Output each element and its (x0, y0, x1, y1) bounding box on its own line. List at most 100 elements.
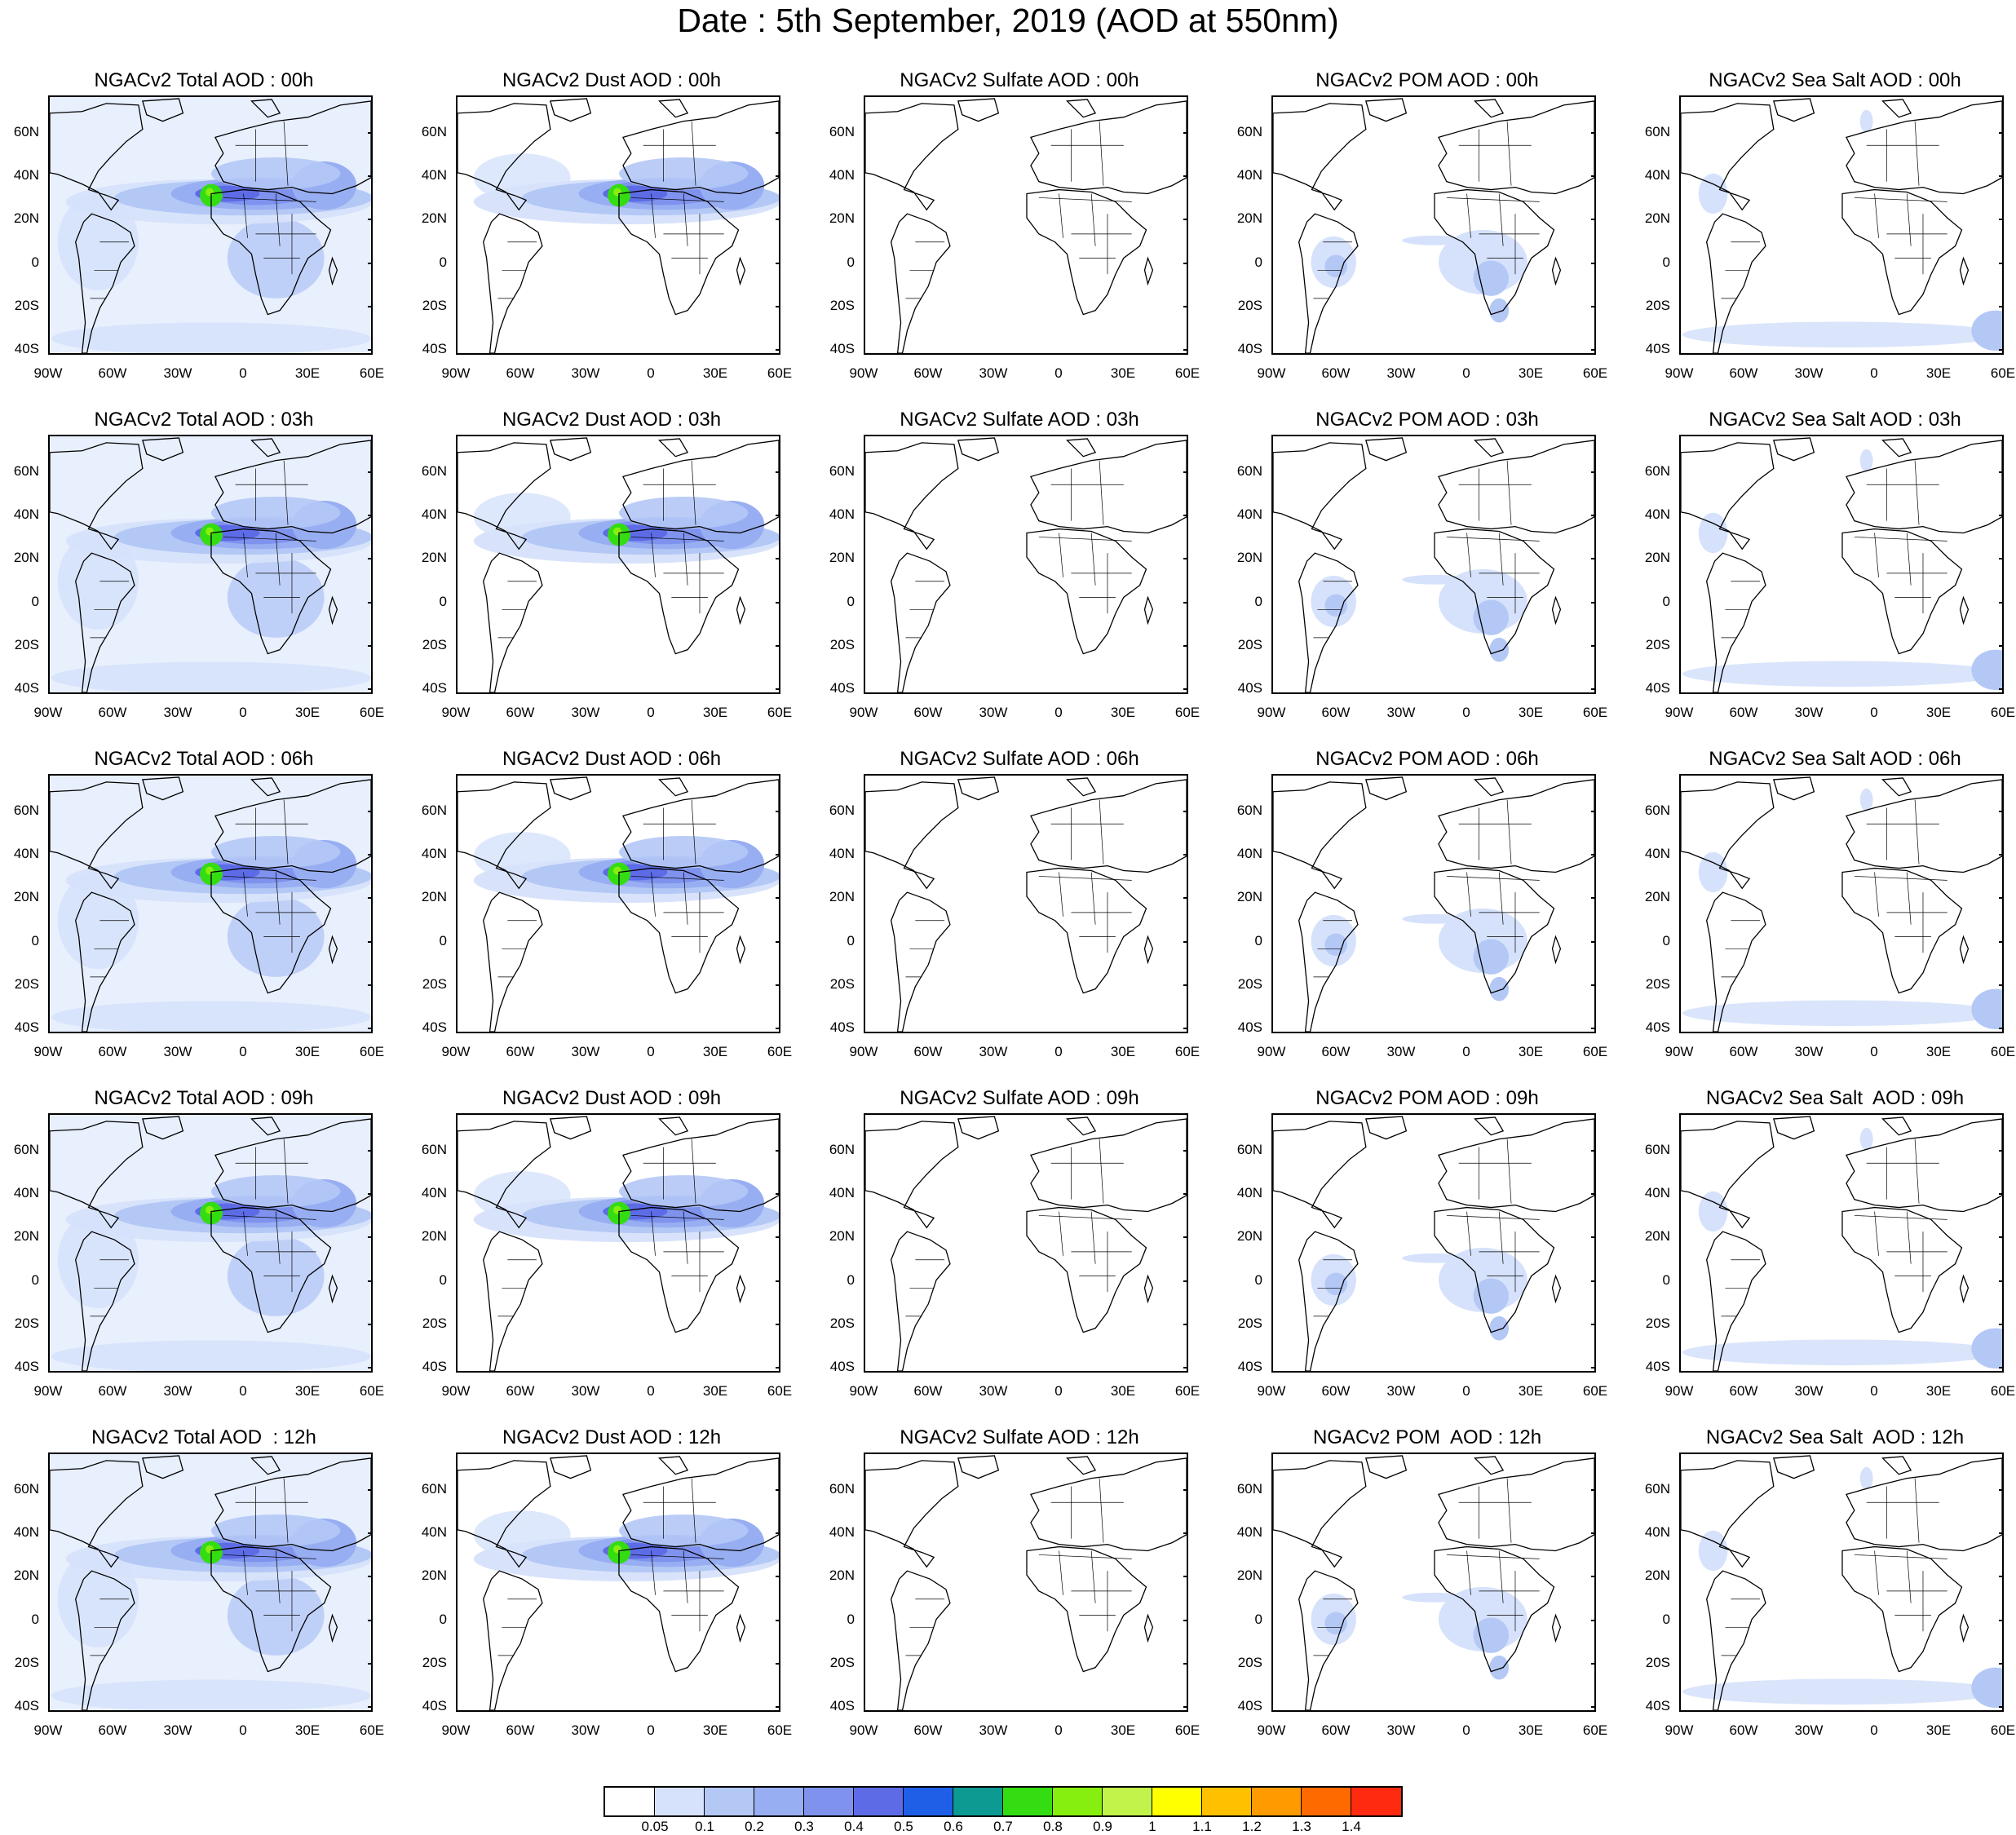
map-panel: NGACv2 Sulfate AOD : 03h 60N 40N 20N 0 20S 40S… (816, 409, 1223, 748)
longitude-label: 0 (1462, 365, 1470, 381)
aod-map (864, 774, 1188, 1033)
map-panel: NGACv2 Sea Salt AOD : 09h 60N 40N 20N 0 20S 40… (1631, 1087, 2016, 1426)
latitude-label: 40S (422, 1019, 447, 1035)
map-panel: NGACv2 Dust AOD : 12h 60N 40N 20N 0 20S 40S 90W… (408, 1426, 816, 1766)
longitude-label: 90W (1257, 705, 1286, 720)
longitude-label: 90W (1257, 1383, 1286, 1399)
latitude-tick (776, 1663, 780, 1665)
latitude-tick (1999, 1576, 2004, 1577)
latitude-tick (1591, 1028, 1596, 1029)
longitude-label: 30W (163, 365, 192, 381)
latitude-tick (368, 515, 373, 516)
latitude-tick (1183, 132, 1188, 134)
latitude-tick (1591, 1150, 1596, 1152)
longitude-label: 30E (1110, 1383, 1136, 1399)
longitude-label: 30E (702, 365, 728, 381)
latitude-tick (1591, 897, 1596, 899)
latitude-label: 40S (1237, 1698, 1262, 1713)
longitude-label: 30W (571, 1044, 600, 1059)
colorbar-label: 1.4 (1342, 1819, 1361, 1834)
latitude-label: 20N (829, 1567, 855, 1583)
map-panel: NGACv2 Total AOD : 09h 60N 40N 20N 0 20S 40S 90… (0, 1087, 408, 1426)
colorbar-swatch (1202, 1788, 1252, 1815)
longitude-label: 60W (98, 1722, 127, 1738)
latitude-label: 60N (421, 124, 447, 139)
panel-title: NGACv2 Sulfate AOD : 00h (900, 69, 1139, 91)
longitude-label: 0 (1870, 1044, 1878, 1059)
latitude-label: 0 (1662, 933, 1670, 948)
latitude-tick (1183, 811, 1188, 812)
longitude-label: 30E (1518, 1044, 1544, 1059)
latitude-tick (776, 1620, 780, 1621)
map-panel: NGACv2 Sea Salt AOD : 12h 60N 40N 20N 0 20S 40… (1631, 1426, 2016, 1766)
latitude-tick (1591, 175, 1596, 177)
latitude-tick (368, 1489, 373, 1491)
latitude-tick (368, 602, 373, 604)
latitude-label: 40N (829, 846, 855, 861)
longitude-label: 60E (1582, 1044, 1608, 1059)
latitude-tick (1183, 471, 1188, 473)
longitude-label: 90W (441, 1383, 471, 1399)
latitude-tick (1591, 1620, 1596, 1621)
longitude-label: 0 (647, 1383, 655, 1399)
longitude-label: 30W (1386, 705, 1416, 720)
map-panel: NGACv2 POM AOD : 06h 60N 40N 20N 0 20S 40S 90W 6… (1223, 748, 1631, 1087)
aod-map (1271, 95, 1596, 355)
latitude-tick (1183, 1663, 1188, 1665)
longitude-label: 90W (849, 705, 878, 720)
longitude-label: 0 (1870, 1722, 1878, 1738)
latitude-tick (1183, 175, 1188, 177)
latitude-label: 20N (421, 1228, 447, 1244)
longitude-label: 60E (359, 1722, 385, 1738)
colorbar (603, 1786, 1403, 1817)
aod-map (1271, 774, 1596, 1033)
latitude-label: 40S (422, 1698, 447, 1713)
latitude-label: 0 (847, 933, 855, 948)
map-panel: NGACv2 Sea Salt AOD : 03h 60N 40N 20N 0 20S 40… (1631, 409, 2016, 748)
latitude-tick (1591, 854, 1596, 856)
latitude-label: 60N (1644, 463, 1670, 479)
latitude-tick (776, 897, 780, 899)
colorbar-label: 0.7 (993, 1819, 1013, 1834)
latitude-label: 20N (1644, 550, 1670, 565)
latitude-tick (776, 688, 780, 690)
latitude-tick (368, 688, 373, 690)
latitude-label: 0 (847, 1612, 855, 1627)
longitude-label: 60E (1990, 1383, 2016, 1399)
longitude-label: 0 (1462, 1044, 1470, 1059)
latitude-label: 20S (14, 976, 39, 992)
latitude-label: 40N (1236, 506, 1262, 522)
longitude-label: 60W (1729, 705, 1758, 720)
latitude-tick (776, 219, 780, 220)
latitude-tick (368, 349, 373, 351)
panel-title: NGACv2 Dust AOD : 09h (502, 1087, 722, 1109)
latitude-label: 60N (829, 1481, 855, 1497)
longitude-label: 60W (506, 1044, 535, 1059)
longitude-label: 30E (294, 365, 321, 381)
longitude-label: 30E (1518, 1722, 1544, 1738)
map-panel: NGACv2 POM AOD : 09h 60N 40N 20N 0 20S 40S 90W 6… (1223, 1087, 1631, 1426)
latitude-label: 20S (14, 637, 39, 652)
latitude-tick (368, 811, 373, 812)
latitude-tick (1591, 306, 1596, 307)
colorbar-swatch (953, 1788, 1003, 1815)
latitude-label: 40S (1645, 1698, 1670, 1713)
latitude-tick (368, 1532, 373, 1534)
latitude-tick (1183, 602, 1188, 604)
latitude-tick (368, 306, 373, 307)
map-panel: NGACv2 POM AOD : 12h 60N 40N 20N 0 20S 40S 90W 6… (1223, 1426, 1631, 1766)
longitude-label: 60E (1174, 705, 1200, 720)
longitude-label: 30E (1925, 365, 1952, 381)
latitude-label: 20S (422, 298, 447, 313)
latitude-tick (1591, 349, 1596, 351)
longitude-label: 60E (1990, 1044, 2016, 1059)
latitude-label: 20S (1645, 1315, 1670, 1331)
panel-title: NGACv2 Dust AOD : 03h (502, 409, 722, 431)
latitude-tick (776, 941, 780, 943)
latitude-label: 60N (1236, 803, 1262, 818)
longitude-label: 60E (1174, 1722, 1200, 1738)
latitude-label: 40N (13, 167, 39, 183)
latitude-tick (1591, 471, 1596, 473)
longitude-label: 0 (239, 705, 247, 720)
